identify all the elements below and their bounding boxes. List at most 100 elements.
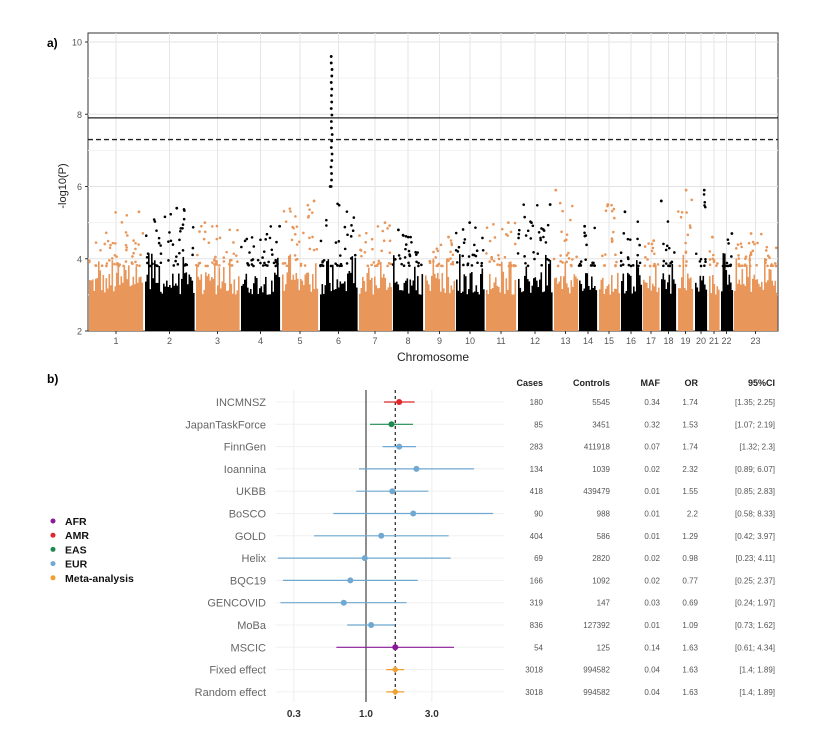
snp-column <box>652 283 654 331</box>
snp-point <box>382 239 386 242</box>
snp-point <box>363 250 367 254</box>
snp-point <box>310 211 314 214</box>
snp-column <box>655 265 657 331</box>
snp-point <box>315 247 319 251</box>
snp-column <box>548 263 550 331</box>
snp-column <box>359 293 361 331</box>
snp-peak-point <box>330 139 334 143</box>
snp-point <box>678 264 682 268</box>
snp-column <box>197 276 200 331</box>
study-label: JapanTaskForce <box>185 419 266 431</box>
snp-column <box>399 290 401 331</box>
snp-point <box>230 258 233 262</box>
snp-point <box>650 242 654 246</box>
snp-column <box>690 277 692 331</box>
snp-point <box>604 253 607 256</box>
snp-column <box>199 279 201 331</box>
snp-peak-point <box>702 188 706 192</box>
snp-peak-point <box>329 165 333 169</box>
snp-point <box>708 263 712 266</box>
snp-point <box>288 207 292 210</box>
snp-column <box>425 275 427 331</box>
snp-point <box>263 261 266 265</box>
x-tick-label: 3.0 <box>425 709 439 720</box>
snp-point <box>500 227 504 231</box>
snp-column <box>265 276 267 331</box>
snp-point <box>449 239 453 242</box>
snp-point <box>174 259 177 263</box>
or_text-cell: 1.55 <box>682 487 698 496</box>
snp-point <box>529 237 533 240</box>
snp-column <box>212 278 215 331</box>
snp-point <box>203 230 207 234</box>
snp-point <box>614 264 617 267</box>
cases-cell: 69 <box>534 554 543 563</box>
snp-column <box>738 279 741 331</box>
snp-column <box>344 281 346 331</box>
snp-point <box>622 232 626 235</box>
snp-point <box>688 224 692 227</box>
snp-point <box>666 220 670 223</box>
snp-column <box>98 261 100 331</box>
snp-column <box>275 274 278 331</box>
snp-point <box>513 242 517 246</box>
snp-point <box>106 239 110 243</box>
chromosome-13-points <box>552 188 579 331</box>
snp-column <box>592 288 595 331</box>
snp-point <box>584 234 588 237</box>
snp-point <box>689 226 692 229</box>
snp-point <box>191 225 195 229</box>
snp-column <box>460 293 463 331</box>
snp-column <box>396 281 398 331</box>
snp-column <box>366 273 369 331</box>
snp-column <box>504 293 506 331</box>
snp-point <box>266 264 269 267</box>
or_text-cell: 2.32 <box>682 465 698 474</box>
snp-point <box>522 203 526 206</box>
snp-column <box>743 283 745 331</box>
snp-column <box>493 282 496 331</box>
snp-column <box>89 279 91 331</box>
snp-point <box>319 264 322 268</box>
snp-column <box>95 278 97 331</box>
forest-row: GOLD 404 586 0.01 1.29 [0.42; 3.97] <box>235 531 775 543</box>
snp-point <box>712 253 715 257</box>
snp-column <box>262 292 264 331</box>
estimate-point <box>391 688 399 696</box>
controls-cell: 994582 <box>583 688 610 697</box>
snp-column <box>248 292 251 331</box>
snp-column <box>507 289 509 331</box>
snp-column <box>406 278 409 331</box>
snp-point <box>351 229 355 233</box>
snp-point <box>570 264 573 268</box>
snp-point <box>517 232 521 236</box>
snp-point <box>536 252 540 255</box>
snp-point <box>183 209 186 212</box>
snp-point <box>610 209 614 213</box>
snp-column <box>148 253 150 331</box>
snp-column <box>661 279 663 331</box>
snp-column <box>716 286 719 331</box>
legend-label: Meta-analysis <box>65 573 134 585</box>
snp-column <box>93 290 96 331</box>
or_text-cell: 1.74 <box>682 443 698 452</box>
legend-item-meta-analysis: Meta-analysis <box>50 573 134 585</box>
snp-point <box>653 264 656 268</box>
snp-peak-point <box>730 232 734 235</box>
snp-point <box>250 259 253 262</box>
snp-point <box>537 231 541 234</box>
snp-point <box>591 261 594 265</box>
snp-column <box>403 282 406 331</box>
snp-column <box>182 256 185 331</box>
snp-column <box>196 266 198 331</box>
estimate-point <box>340 599 347 606</box>
x-tick-label: 5 <box>297 336 302 346</box>
snp-point <box>337 240 341 243</box>
snp-column <box>441 272 444 331</box>
snp-point <box>612 230 615 234</box>
snp-point <box>269 225 273 228</box>
snp-point <box>293 254 297 257</box>
snp-point <box>178 251 181 255</box>
snp-column <box>599 289 601 331</box>
snp-column <box>750 291 753 331</box>
